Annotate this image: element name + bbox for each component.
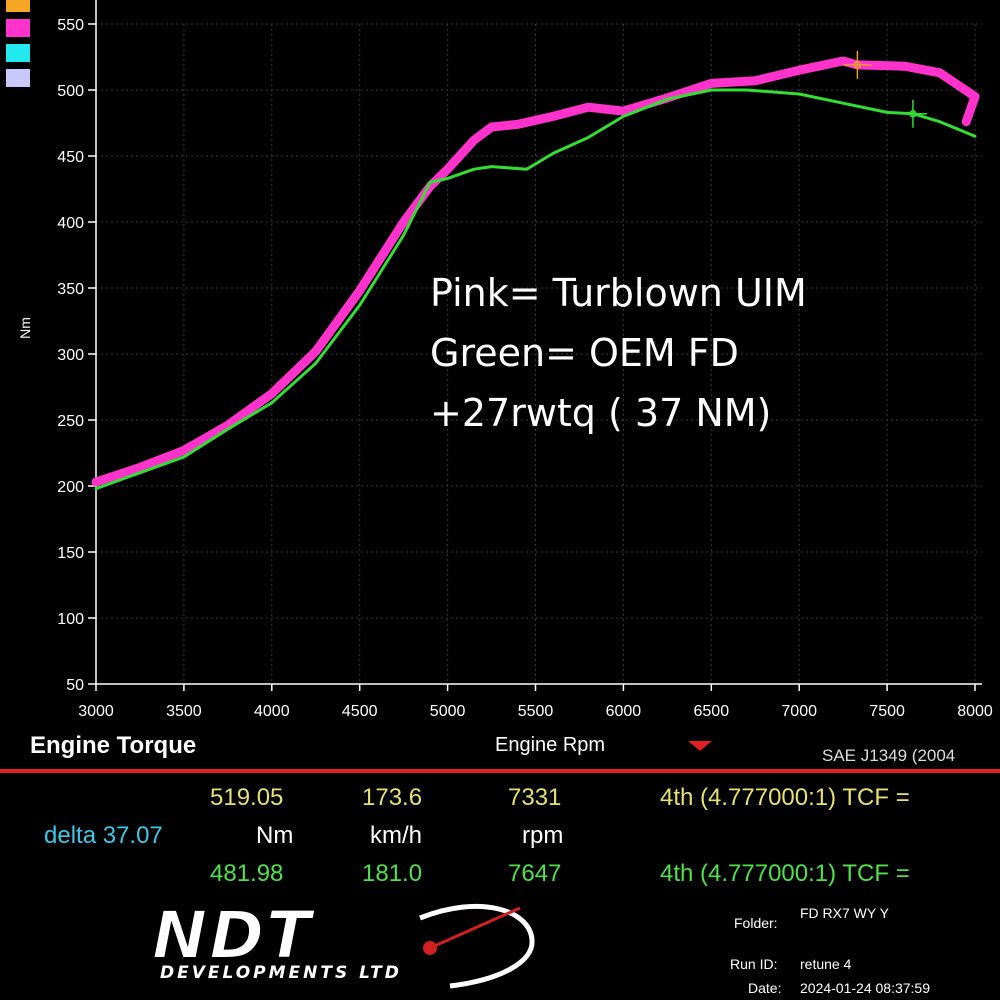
unit-rpm: rpm [522,822,564,849]
annotation-line-2: +27rwtq ( 37 NM) [430,391,771,435]
folder-value: FD RX7 WY Y [800,905,889,921]
y-tick-label: 500 [57,83,84,100]
folder-label: Folder: [734,915,778,931]
date-value: 2024-01-24 08:37:59 [800,980,930,996]
unit-speed: km/h [370,822,423,849]
y-tick-label: 400 [57,215,84,232]
x-tick-label: 4500 [342,703,378,720]
cursor-marker-dot-0 [853,61,862,69]
logo-main-text: NDT [152,900,316,974]
readout-torque-green: 481.98 [210,860,284,887]
y-tick-label: 100 [57,611,84,628]
company-logo: NDT DEVELOPMENTS LTD [150,896,570,990]
x-tick-label: 7000 [781,703,817,720]
dropdown-arrow-icon [688,741,712,751]
standard-label: SAE J1349 (2004 [822,746,956,765]
y-ticks: 50 100 150 200 250 300 350 400 450 500 550 [57,17,96,694]
chart-annotations: Pink= Turblown UIM Green= OEM FD +27rwtq (… [430,271,807,435]
y-tick-label: 250 [57,413,84,430]
cursor-markers [843,50,927,128]
y-tick-label: 200 [57,479,84,496]
logo-needle [429,906,521,950]
x-tick-label: 3500 [166,703,202,720]
x-tick-label: 4000 [254,703,290,720]
logo-swoosh [419,903,535,989]
readout-torque-pink: 519.05 [210,784,284,811]
series-line-1 [94,88,977,491]
unit-torque: Nm [256,822,294,849]
y-tick-label: 350 [57,281,84,298]
y-tick-label: 300 [57,347,84,364]
cursor-marker-dot-1 [909,110,917,118]
x-ticks: 3000 3500 4000 4500 5000 5500 6000 6500 7000 7500… [78,684,993,720]
legend-swatches [6,0,30,87]
y-tick-label: 50 [66,677,84,694]
x-tick-label: 8000 [957,703,993,720]
legend-swatch-2 [6,44,30,62]
x-tick-label: 6500 [694,703,730,720]
y-axis-label: Nm [17,317,33,339]
legend-swatch-1 [6,19,30,37]
x-tick-label: 5000 [430,703,466,720]
x-tick-label: 6000 [606,703,642,720]
x-tick-label: 3000 [78,703,114,720]
chart-title: Engine Torque [30,732,197,759]
y-tick-label: 450 [57,149,84,166]
annotation-line-1: Green= OEM FD [430,331,739,375]
readout-gear-green: 4th (4.777000:1) TCF = [660,860,910,887]
chart-grid [95,23,982,685]
delta-readout: delta 37.07 [44,822,163,849]
y-tick-label: 550 [57,17,84,34]
readout-speed-pink: 173.6 [362,784,423,811]
logo-needle-hub [423,941,437,955]
x-axis-label[interactable]: Engine Rpm [495,734,606,756]
legend-swatch-0 [6,0,30,12]
legend-swatch-3 [6,69,30,87]
date-label: Date: [748,980,782,996]
y-tick-label: 150 [57,545,84,562]
logo-sub-text: DEVELOPMENTS LTD [160,963,402,983]
x-tick-label: 7500 [869,703,905,720]
x-tick-label: 5500 [518,703,554,720]
run-id-value: retune 4 [800,956,852,972]
run-id-label: Run ID: [730,956,778,972]
readout-rpm-green: 7647 [508,860,562,887]
readout-speed-green: 181.0 [362,860,423,887]
readout-gear-pink: 4th (4.777000:1) TCF = [660,784,910,811]
chart-axes [95,0,982,685]
annotation-line-0: Pink= Turblown UIM [430,271,807,315]
readout-rpm-pink: 7331 [508,784,562,811]
